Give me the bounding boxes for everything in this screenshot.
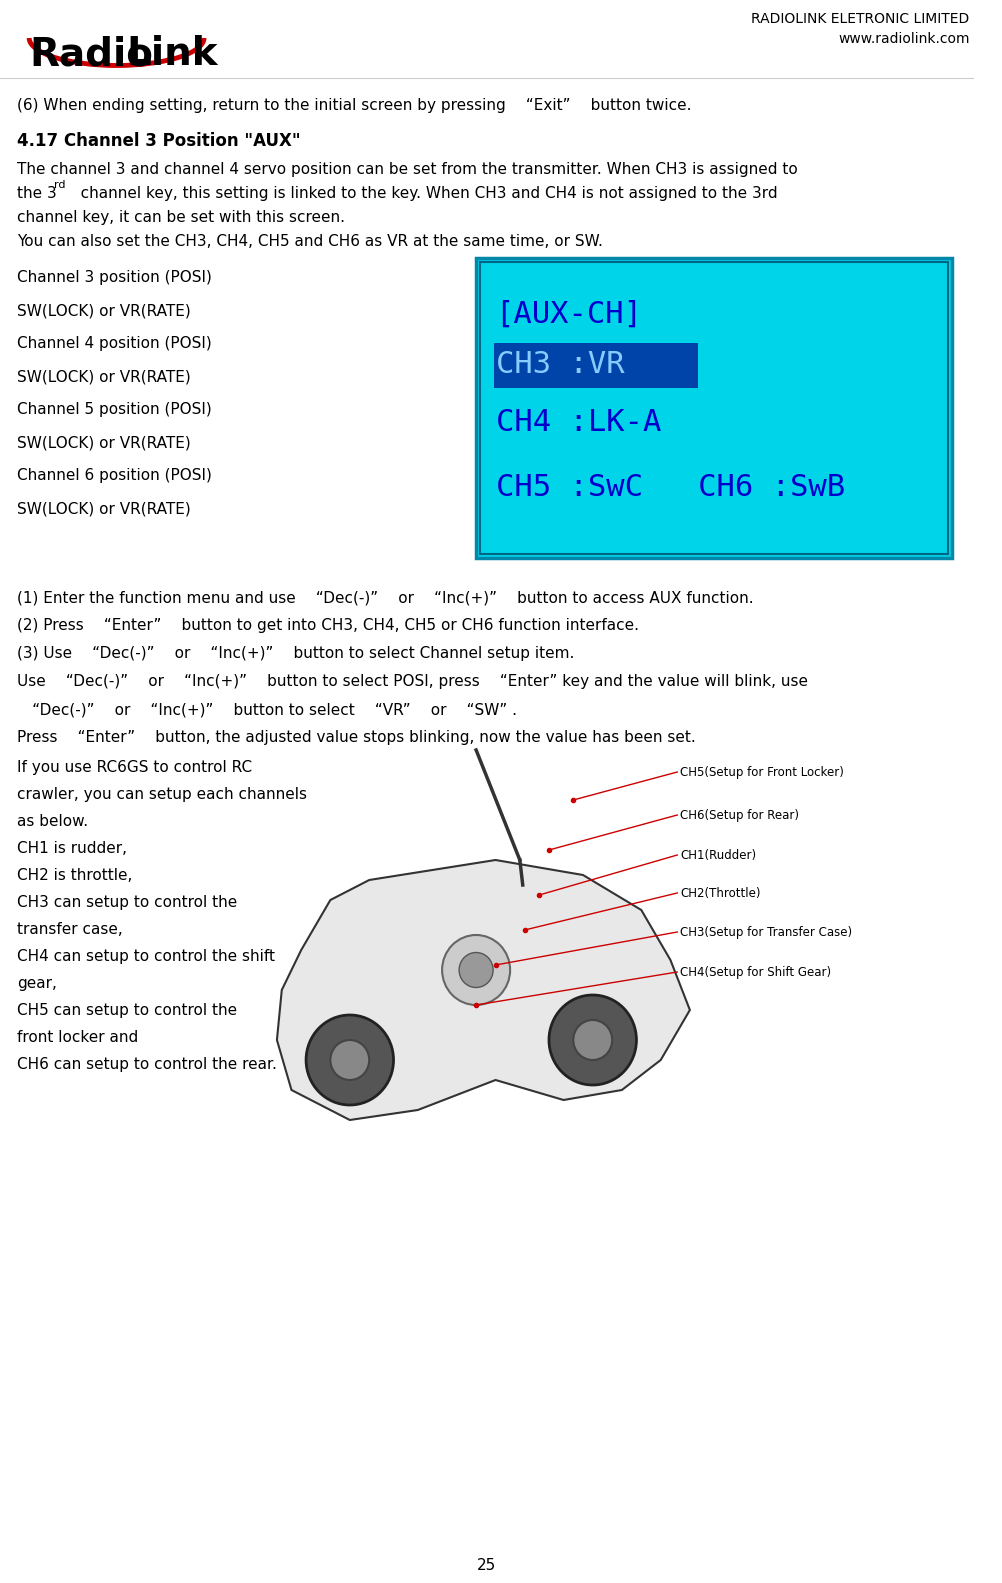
Text: CH5 :SwC   CH6 :SwB: CH5 :SwC CH6 :SwB [496,473,845,502]
Text: channel key, this setting is linked to the key. When CH3 and CH4 is not assigned: channel key, this setting is linked to t… [66,185,778,201]
Text: 4.17 Channel 3 Position "AUX": 4.17 Channel 3 Position "AUX" [17,131,302,150]
Text: Channel 3 position (POSI): Channel 3 position (POSI) [17,271,212,285]
Text: as below.: as below. [17,814,88,829]
Text: CH6 can setup to control the rear.: CH6 can setup to control the rear. [17,1057,278,1072]
Text: [AUX-CH]: [AUX-CH] [496,301,642,329]
Ellipse shape [442,936,510,1005]
Text: CH5(Setup for Front Locker): CH5(Setup for Front Locker) [680,766,844,779]
Text: (2) Press  “Enter”  button to get into CH3, CH4, CH5 or CH6 function interface.: (2) Press “Enter” button to get into CH3… [17,617,639,633]
Text: CH2 is throttle,: CH2 is throttle, [17,867,133,883]
Text: Radio: Radio [29,35,153,73]
Text: CH3 :VR: CH3 :VR [496,350,624,378]
Ellipse shape [331,1040,369,1080]
Text: CH1(Rudder): CH1(Rudder) [680,848,757,861]
Text: Link: Link [126,35,217,73]
Text: CH1 is rudder,: CH1 is rudder, [17,841,127,856]
Text: SW(LOCK) or VR(RATE): SW(LOCK) or VR(RATE) [17,369,191,385]
Text: SW(LOCK) or VR(RATE): SW(LOCK) or VR(RATE) [17,500,191,516]
Text: the 3: the 3 [17,185,57,201]
Text: channel key, it can be set with this screen.: channel key, it can be set with this scr… [17,211,346,225]
Text: CH3 can setup to control the: CH3 can setup to control the [17,894,237,910]
Text: Use  “Dec(-)”  or  “Inc(+)”  button to select POSI, press  “Enter” key and the v: Use “Dec(-)” or “Inc(+)” button to selec… [17,674,809,689]
Text: crawler, you can setup each channels: crawler, you can setup each channels [17,787,308,803]
Text: (6) When ending setting, return to the initial screen by pressing  “Exit”  butto: (6) When ending setting, return to the i… [17,98,692,112]
FancyBboxPatch shape [480,263,948,554]
Text: transfer case,: transfer case, [17,921,123,937]
Ellipse shape [306,1015,394,1105]
Text: The channel 3 and channel 4 servo position can be set from the transmitter. When: The channel 3 and channel 4 servo positi… [17,161,799,177]
Text: SW(LOCK) or VR(RATE): SW(LOCK) or VR(RATE) [17,302,191,318]
Ellipse shape [549,996,636,1084]
Text: CH2(Throttle): CH2(Throttle) [680,886,761,899]
Ellipse shape [459,953,493,988]
Text: CH4 can setup to control the shift: CH4 can setup to control the shift [17,948,276,964]
Text: CH6(Setup for Rear): CH6(Setup for Rear) [680,809,800,822]
Text: You can also set the CH3, CH4, CH5 and CH6 as VR at the same time, or SW.: You can also set the CH3, CH4, CH5 and C… [17,234,603,249]
Text: CH5 can setup to control the: CH5 can setup to control the [17,1004,237,1018]
Text: gear,: gear, [17,977,57,991]
Text: www.radiolink.com: www.radiolink.com [839,32,970,46]
Text: Channel 4 position (POSI): Channel 4 position (POSI) [17,336,212,351]
Text: SW(LOCK) or VR(RATE): SW(LOCK) or VR(RATE) [17,435,191,450]
Ellipse shape [573,1019,612,1061]
Text: RADIOLINK ELETRONIC LIMITED: RADIOLINK ELETRONIC LIMITED [752,13,970,25]
Text: CH4 :LK-A: CH4 :LK-A [496,408,661,437]
Text: “Dec(-)”  or  “Inc(+)”  button to select  “VR”  or  “SW” .: “Dec(-)” or “Inc(+)” button to select “V… [17,701,517,717]
Text: front locker and: front locker and [17,1031,138,1045]
Text: CH4(Setup for Shift Gear): CH4(Setup for Shift Gear) [680,966,832,978]
Text: (1) Enter the function menu and use  “Dec(-)”  or  “Inc(+)”  button to access AU: (1) Enter the function menu and use “Dec… [17,590,755,605]
Text: Channel 5 position (POSI): Channel 5 position (POSI) [17,402,212,416]
Text: CH3(Setup for Transfer Case): CH3(Setup for Transfer Case) [680,926,853,939]
Text: rd: rd [54,180,66,190]
Text: (3) Use  “Dec(-)”  or  “Inc(+)”  button to select Channel setup item.: (3) Use “Dec(-)” or “Inc(+)” button to s… [17,646,575,662]
FancyBboxPatch shape [476,258,952,557]
Text: Channel 6 position (POSI): Channel 6 position (POSI) [17,469,212,483]
Text: 25: 25 [477,1558,496,1574]
Text: Press  “Enter”  button, the adjusted value stops blinking, now the value has bee: Press “Enter” button, the adjusted value… [17,730,696,746]
Text: If you use RC6GS to control RC: If you use RC6GS to control RC [17,760,253,776]
Polygon shape [277,860,689,1121]
Bar [494,344,697,388]
